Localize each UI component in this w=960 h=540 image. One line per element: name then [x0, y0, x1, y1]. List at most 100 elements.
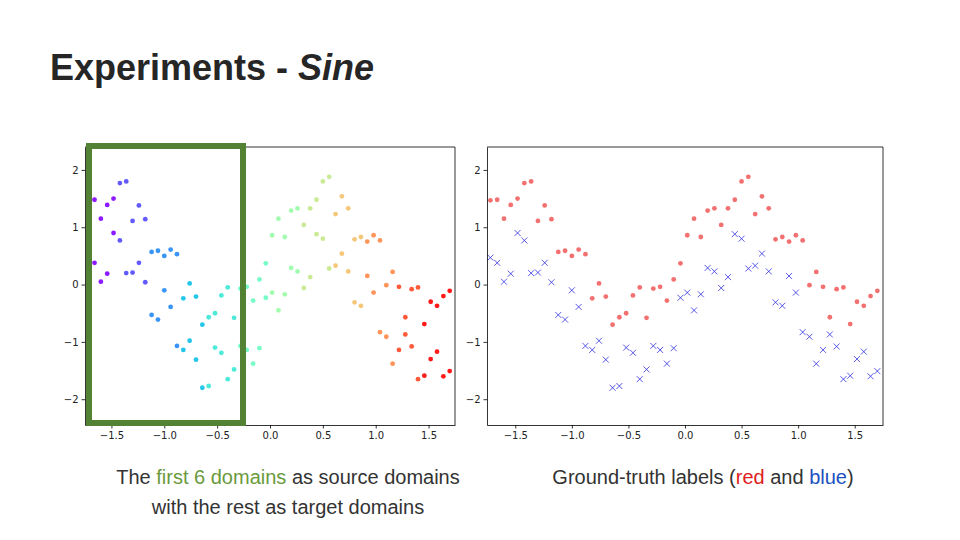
scatter-point	[712, 206, 717, 211]
scatter-point	[691, 307, 697, 313]
scatter-point	[766, 206, 771, 211]
y-tick-mark	[82, 170, 86, 171]
scatter-point	[576, 304, 582, 310]
scatter-point	[630, 350, 636, 356]
scatter-point	[685, 233, 690, 238]
y-tick: −2	[466, 394, 487, 405]
scatter-point	[855, 299, 860, 304]
scatter-point	[773, 237, 778, 242]
scatter-point	[760, 194, 765, 199]
points	[86, 174, 452, 390]
scatter-point	[800, 329, 806, 335]
scatter-point	[143, 217, 148, 222]
scatter-point	[603, 357, 609, 363]
caption-segment: The	[116, 466, 156, 488]
slide: Experiments - Sine−1.5−1.0−0.50.00.51.01…	[0, 0, 960, 540]
scatter-point	[827, 315, 832, 320]
scatter-point	[529, 179, 534, 184]
plot-area	[85, 147, 455, 425]
scatter-point	[339, 194, 344, 199]
y-tick: 1	[474, 222, 487, 233]
scatter-point	[773, 299, 779, 305]
x-tick-label: 0.5	[315, 430, 331, 441]
scatter-point	[428, 357, 433, 362]
y-tick-label: −2	[64, 394, 79, 405]
scatter-point	[766, 268, 772, 274]
scatter-point	[301, 286, 306, 291]
scatter-point	[536, 219, 541, 224]
scatter-point	[624, 311, 629, 316]
scatter-point	[868, 294, 873, 299]
x-tick-mark	[270, 425, 271, 429]
scatter-point	[320, 236, 325, 241]
scatter-point	[495, 197, 500, 202]
scatter-point	[834, 343, 840, 349]
scatter-point	[780, 235, 785, 240]
scatter-point	[718, 285, 724, 291]
scatter-point	[378, 238, 383, 243]
scatter-point	[289, 266, 294, 271]
scatter-point	[583, 252, 588, 257]
scatter-point	[137, 203, 142, 208]
caption-segment: blue	[809, 466, 847, 488]
caption-segment: )	[847, 466, 854, 488]
x-tick: 1.0	[791, 425, 807, 441]
scatter-point	[92, 260, 97, 265]
scatter-point	[705, 208, 710, 213]
frame-top	[487, 147, 883, 148]
scatter-point	[359, 235, 364, 240]
scatter-point	[848, 322, 853, 327]
scatter-point	[746, 174, 751, 179]
x-tick: 0.5	[315, 425, 331, 441]
scatter-point	[698, 235, 703, 240]
scatter-point	[549, 217, 554, 222]
scatter-point	[739, 236, 745, 242]
scatter-point	[528, 270, 534, 276]
caption-segment: with the rest as target domains	[151, 496, 424, 518]
y-tick-mark	[484, 227, 488, 228]
scatter-point	[841, 285, 846, 290]
scatter-point	[487, 255, 493, 261]
scatter-point	[732, 197, 737, 202]
y-tick-mark	[484, 285, 488, 286]
scatter-point	[162, 288, 167, 293]
scatter-point	[289, 208, 294, 213]
scatter-point	[806, 334, 812, 340]
scatter-point	[92, 197, 97, 202]
x-tick: 0.5	[734, 425, 750, 441]
scatter-point	[105, 202, 110, 207]
x-tick-label: 0.0	[263, 430, 279, 441]
caption-line: with the rest as target domains	[151, 496, 424, 518]
scatter-point	[589, 347, 595, 353]
scatter-point	[397, 284, 402, 289]
scatter-point	[562, 317, 568, 323]
scatter-point	[378, 330, 383, 335]
scatter-point	[793, 233, 798, 238]
x-tick-mark	[376, 425, 377, 429]
background	[0, 0, 960, 540]
y-tick: 0	[72, 279, 85, 290]
scatter-point	[409, 344, 414, 349]
scatter-point	[416, 377, 421, 382]
scatter-point	[834, 287, 839, 292]
scatter-point	[384, 283, 389, 288]
scatter-point	[515, 196, 520, 201]
y-tick: 2	[474, 165, 487, 176]
scatter-point	[390, 361, 395, 366]
scatter-point	[854, 356, 860, 362]
scatter-point	[678, 261, 683, 266]
scatter-point	[168, 247, 173, 252]
caption-segment: first 6 domains	[156, 466, 286, 488]
scatter-point	[308, 275, 313, 280]
scatter-point	[569, 254, 574, 259]
x-tick: 0.0	[678, 425, 694, 441]
scatter-point	[232, 367, 237, 372]
x-tick: −1.0	[153, 425, 177, 441]
scatter-point	[390, 270, 395, 275]
x-tick: 1.5	[421, 425, 437, 441]
scatter-point	[596, 338, 602, 344]
scatter-point	[251, 298, 256, 303]
scatter-point	[276, 308, 281, 313]
x-tick-mark	[628, 425, 629, 429]
scatter-point	[814, 270, 819, 275]
